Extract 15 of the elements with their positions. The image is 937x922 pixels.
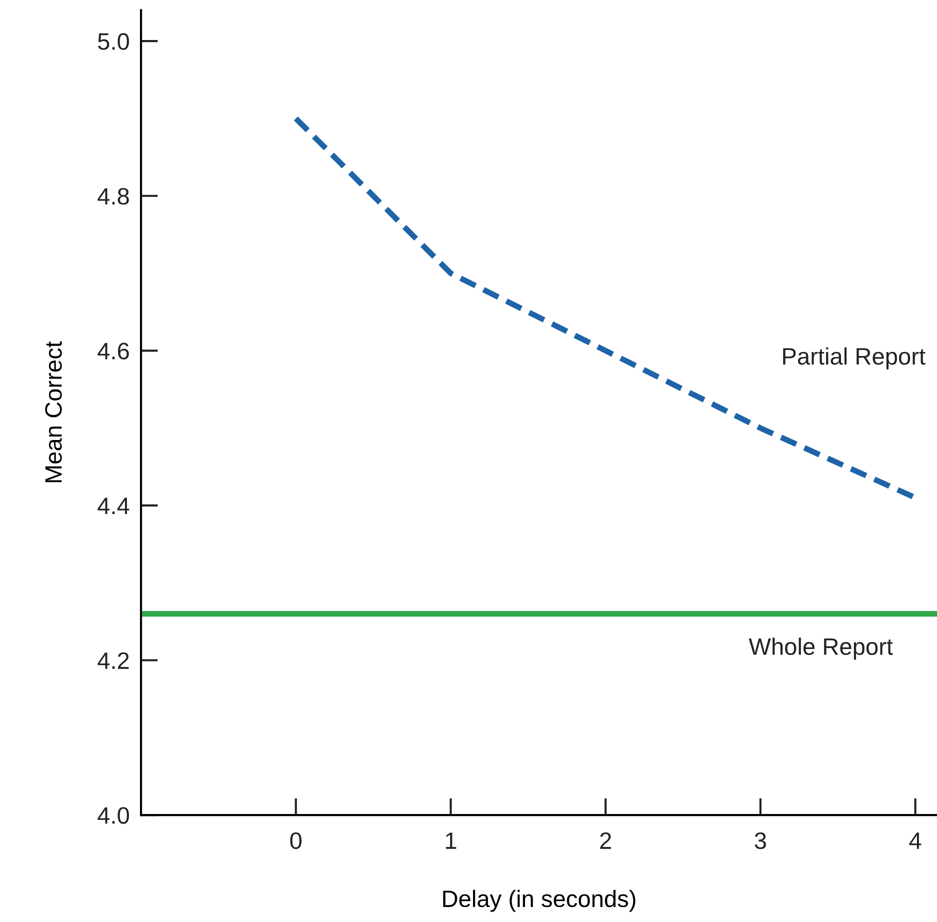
y-tick-label: 4.6	[98, 342, 129, 360]
x-axis-title: Delay (in seconds)	[443, 890, 636, 912]
y-tick-label: 5.0	[98, 33, 129, 50]
x-tick-label: 1	[446, 832, 456, 849]
x-tick-label: 2	[600, 832, 611, 849]
y-tick-label: 4.0	[98, 807, 129, 824]
x-tick-label: 4	[909, 832, 922, 849]
x-tick-label: 0	[290, 832, 302, 850]
y-tick-label: 4.8	[98, 188, 129, 205]
text: Partial Report	[783, 347, 926, 370]
y-tick-label: 4.4	[98, 498, 130, 514]
y-tick-label: 4.2	[98, 652, 129, 669]
x-tick-label: 3	[754, 832, 766, 850]
y-axis-title: Mean Correct	[45, 341, 62, 482]
ref-line-label: Whole Report	[748, 638, 893, 660]
